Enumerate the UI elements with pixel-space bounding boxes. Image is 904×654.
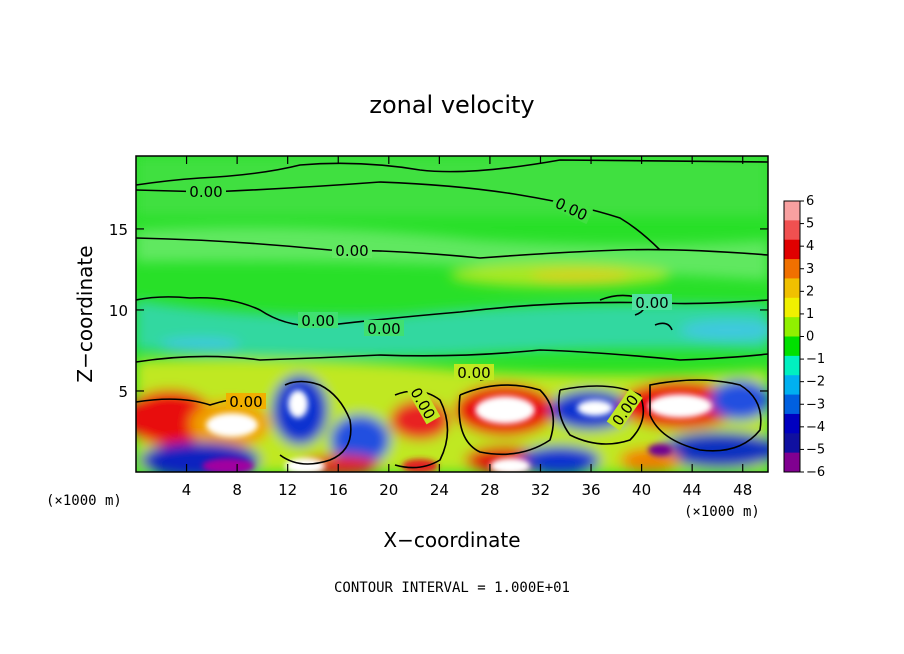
colorbar-tick-label: 5 [806, 217, 814, 232]
y-tick-label: 10 [109, 302, 128, 320]
contour-label: 0.00 [635, 294, 668, 312]
x-tick-label: 40 [632, 481, 651, 499]
x-tick-label: 32 [531, 481, 550, 499]
contour-label: 0.00 [229, 393, 262, 411]
y-tick-label: 5 [118, 383, 128, 401]
colorbar-tick-label: −2 [806, 375, 825, 390]
y-axis-label: Z−coordinate [73, 245, 97, 382]
colorbar-swatch [784, 278, 800, 299]
y-tick-label: 15 [109, 221, 128, 239]
colorbar-swatch [784, 259, 800, 279]
x-axis-label: X−coordinate [383, 528, 520, 552]
colorbar-swatch [784, 355, 800, 376]
colorbar-tick-label: 4 [806, 239, 814, 254]
x-unit-right: (×1000 m) [684, 504, 760, 520]
x-unit-left: (×1000 m) [46, 493, 122, 509]
plot-frame [135, 155, 769, 473]
contour-interval-note: CONTOUR INTERVAL = 1.000E+01 [334, 580, 570, 596]
colorbar: 6 5 4 3 2 1 0 −1 −2 −3 −4 −5 −6 [783, 194, 825, 480]
x-tick-label: 44 [683, 481, 702, 499]
heatmap-field [136, 156, 768, 472]
contour-label: 0.00 [457, 364, 490, 382]
x-tick-label: 20 [379, 481, 398, 499]
colorbar-tick-label: 0 [806, 330, 814, 345]
x-tick-label: 8 [232, 481, 242, 499]
chart-title: zonal velocity [369, 91, 534, 119]
contour-label: 0.00 [189, 183, 222, 201]
x-tick-label: 48 [733, 481, 752, 499]
x-tick-label: 24 [430, 481, 449, 499]
colorbar-tick-label: −1 [806, 352, 825, 367]
x-tick-label: 28 [480, 481, 499, 499]
colorbar-swatch [784, 433, 800, 454]
y-axis-ticks: 5 10 15 [109, 221, 768, 401]
colorbar-swatch [784, 220, 800, 241]
colorbar-tick-label: 1 [806, 307, 814, 322]
colorbar-tick-label: −4 [806, 420, 825, 435]
colorbar-tick-label: 3 [806, 262, 814, 277]
colorbar-swatch [784, 394, 800, 415]
zero-contours [136, 159, 768, 469]
colorbar-swatch [784, 452, 800, 473]
colorbar-swatch [784, 239, 800, 260]
colorbar-swatch [784, 201, 800, 221]
colorbar-tick-label: −6 [806, 465, 825, 480]
x-tick-label: 36 [581, 481, 600, 499]
contour-labels: 0.00 0.00 0.00 0.00 0.00 0.00 0.00 0.00 … [186, 183, 672, 431]
colorbar-tick-label: −3 [806, 397, 825, 412]
x-tick-label: 4 [182, 481, 192, 499]
contour-label: 0.00 [335, 242, 368, 260]
x-tick-label: 16 [329, 481, 348, 499]
colorbar-swatch [784, 317, 800, 337]
colorbar-swatch [784, 336, 800, 357]
colorbar-tick-label: 2 [806, 284, 814, 299]
colorbar-swatch [784, 413, 800, 434]
colorbar-tick-label: 6 [806, 194, 814, 209]
x-axis-ticks: 4 8 12 16 20 24 28 32 36 40 44 48 [182, 156, 752, 499]
colorbar-tick-label: −5 [806, 442, 825, 457]
contour-label: 0.00 [367, 320, 400, 338]
colorbar-swatch [784, 375, 800, 396]
colorbar-swatch [784, 297, 800, 318]
contour-label: 0.00 [301, 312, 334, 330]
x-tick-label: 12 [278, 481, 297, 499]
